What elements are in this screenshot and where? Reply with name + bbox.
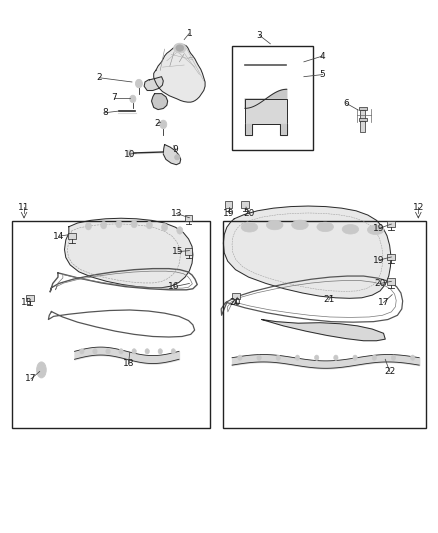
Polygon shape (163, 144, 181, 165)
Ellipse shape (342, 224, 359, 234)
Text: 19: 19 (223, 209, 234, 218)
Ellipse shape (367, 225, 384, 235)
Text: 22: 22 (384, 367, 395, 376)
Polygon shape (261, 319, 385, 341)
Ellipse shape (317, 222, 333, 232)
Circle shape (334, 355, 338, 360)
Circle shape (106, 349, 110, 354)
Polygon shape (64, 218, 193, 288)
Text: 9: 9 (173, 146, 178, 155)
Bar (360, 120, 365, 132)
Circle shape (145, 349, 149, 354)
Bar (233, 293, 240, 300)
Circle shape (160, 120, 167, 128)
Text: 17: 17 (25, 374, 37, 383)
Bar (68, 233, 76, 239)
Text: 15: 15 (172, 247, 184, 256)
Circle shape (276, 355, 280, 360)
Polygon shape (152, 94, 168, 110)
Ellipse shape (292, 220, 308, 230)
Bar (387, 221, 395, 227)
Polygon shape (144, 77, 163, 91)
Text: 19: 19 (374, 224, 385, 233)
Text: 12: 12 (413, 203, 424, 212)
Circle shape (119, 349, 123, 354)
Circle shape (372, 355, 376, 360)
Text: 6: 6 (343, 99, 349, 108)
Circle shape (257, 355, 261, 360)
Circle shape (116, 220, 122, 228)
Bar (26, 295, 34, 302)
Text: 2: 2 (96, 73, 102, 82)
Bar (232, 46, 313, 150)
Bar (387, 278, 395, 285)
Bar (185, 248, 192, 255)
Bar (245, 99, 287, 124)
Bar (360, 110, 365, 122)
Text: 2: 2 (154, 119, 160, 128)
Bar (185, 215, 192, 221)
Ellipse shape (37, 362, 46, 378)
Circle shape (85, 222, 92, 230)
Text: 3: 3 (257, 31, 262, 40)
Circle shape (410, 355, 415, 360)
Circle shape (177, 227, 183, 234)
Text: 20: 20 (230, 298, 241, 307)
Bar (241, 201, 249, 208)
Circle shape (135, 79, 142, 88)
Circle shape (93, 349, 97, 354)
Circle shape (158, 349, 162, 354)
Text: 16: 16 (169, 282, 180, 291)
Text: 5: 5 (320, 70, 325, 79)
Text: 13: 13 (170, 209, 182, 218)
Text: 21: 21 (323, 295, 334, 304)
Ellipse shape (174, 43, 186, 53)
Circle shape (127, 150, 133, 157)
Circle shape (132, 349, 136, 354)
Text: 14: 14 (53, 232, 64, 241)
Ellipse shape (175, 155, 180, 160)
Text: 7: 7 (111, 93, 117, 102)
Text: 20: 20 (243, 209, 254, 218)
Text: 17: 17 (378, 298, 389, 307)
Ellipse shape (266, 220, 283, 230)
Text: 1: 1 (187, 29, 192, 38)
Circle shape (130, 95, 136, 103)
Text: 18: 18 (123, 359, 134, 368)
Polygon shape (245, 89, 287, 108)
Circle shape (146, 221, 152, 229)
Polygon shape (154, 45, 205, 102)
Text: 13: 13 (21, 298, 32, 307)
Bar (359, 117, 367, 120)
Bar (387, 254, 395, 260)
Circle shape (171, 349, 176, 354)
Circle shape (295, 355, 300, 360)
Text: 19: 19 (374, 256, 385, 265)
Ellipse shape (241, 222, 258, 232)
Text: 11: 11 (18, 203, 30, 212)
Bar (223, 221, 426, 428)
Text: 8: 8 (102, 108, 108, 117)
Polygon shape (223, 206, 391, 298)
Bar (359, 107, 367, 110)
Bar (12, 221, 210, 428)
Circle shape (353, 355, 357, 360)
Text: 20: 20 (374, 279, 386, 288)
Circle shape (391, 355, 396, 360)
Circle shape (101, 221, 107, 229)
Text: 4: 4 (320, 52, 325, 61)
Circle shape (238, 355, 242, 360)
Circle shape (162, 223, 168, 231)
Circle shape (314, 355, 319, 360)
Text: 10: 10 (124, 150, 135, 159)
Bar (225, 201, 233, 208)
Circle shape (131, 220, 137, 228)
Ellipse shape (176, 45, 184, 51)
Circle shape (80, 349, 84, 354)
